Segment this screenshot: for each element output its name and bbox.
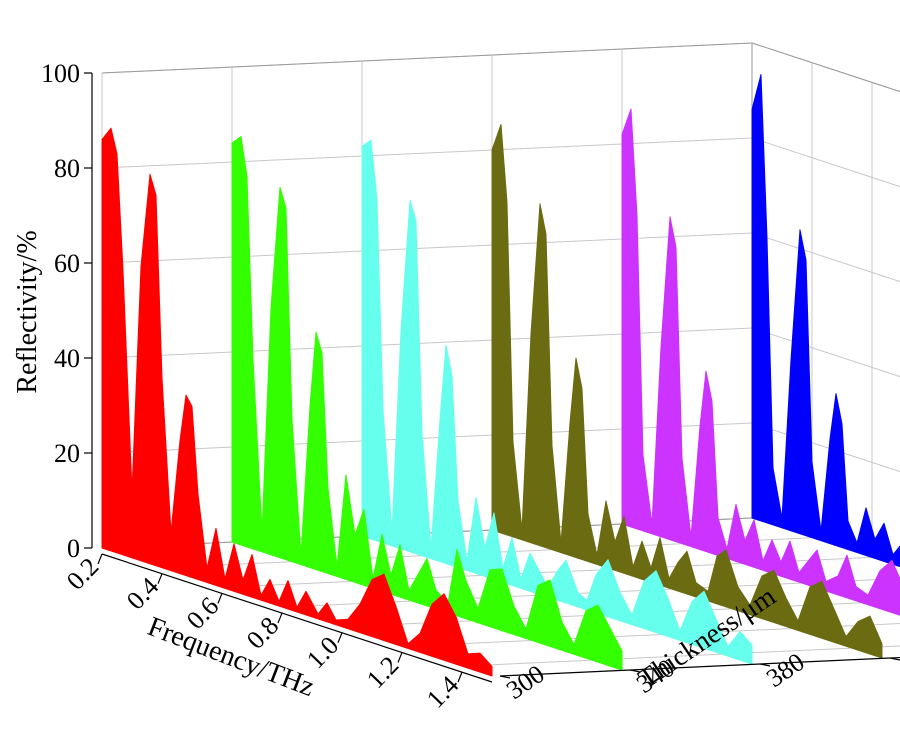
series-layer [101, 74, 900, 677]
z-axis-line [499, 656, 900, 677]
z-tick-label: 420 [891, 641, 900, 687]
series-area-340 [231, 136, 623, 671]
x-tick-label: 0.4 [121, 572, 164, 616]
series-area-500 [751, 74, 900, 568]
x-tick [157, 573, 163, 584]
grid-line [101, 422, 753, 454]
x-tick-label: 1.0 [301, 631, 344, 675]
grid-line [751, 42, 900, 93]
series-area-380 [361, 139, 753, 665]
series-area-420 [491, 124, 883, 659]
x-tick [217, 593, 223, 604]
z-tick [759, 663, 771, 667]
x-tick [337, 632, 343, 643]
x-tick [397, 652, 403, 663]
x-tick [457, 671, 463, 683]
y-tick-label: 60 [54, 249, 80, 278]
x-axis-line [101, 553, 493, 683]
y-tick-label: 20 [54, 439, 80, 468]
x-axis-title: Frequency/THz [143, 611, 318, 703]
y-axis-title: Reflectivity/% [12, 230, 43, 393]
x-tick [97, 553, 103, 565]
x-tick-label: 1.4 [421, 670, 464, 714]
z-tick [499, 675, 511, 679]
grid-line [101, 327, 753, 359]
grid-line [461, 645, 900, 667]
y-tick-label: 0 [67, 534, 80, 563]
grid-line [751, 232, 900, 283]
x-tick-label: 1.2 [361, 650, 404, 694]
z-tick-label: 300 [501, 659, 550, 705]
frame-edge [751, 42, 900, 93]
z-tick-label: 380 [761, 647, 810, 693]
grid-line [751, 422, 900, 473]
series-area-460 [621, 108, 900, 616]
y-tick-label: 80 [54, 154, 80, 183]
y-tick-label: 40 [54, 344, 80, 373]
grid-line [751, 327, 900, 378]
grid-line [751, 137, 900, 188]
y-tick-label: 100 [41, 59, 80, 88]
grid-line [401, 622, 900, 647]
series-area-300 [101, 127, 493, 677]
grid-line [101, 137, 753, 169]
x-tick [277, 612, 283, 624]
frame-edge [101, 42, 753, 74]
z-tick [889, 657, 900, 661]
z-tick [629, 669, 641, 673]
grid-line [101, 232, 753, 264]
